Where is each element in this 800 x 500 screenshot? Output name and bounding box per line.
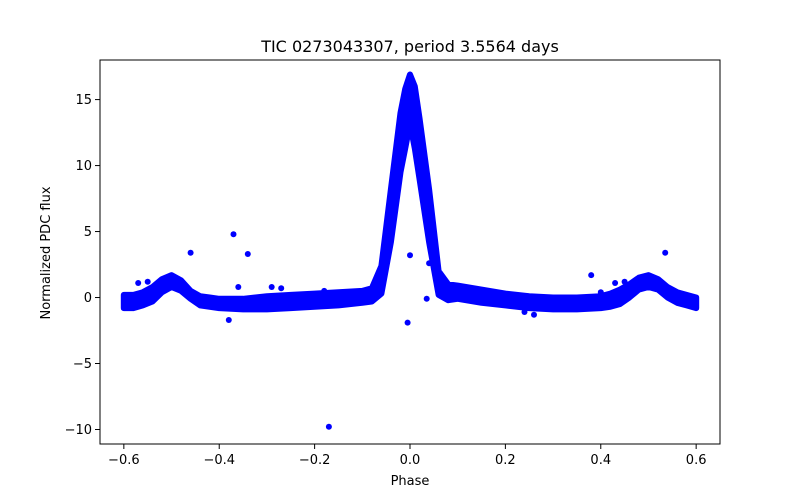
data-point-outlier <box>268 284 275 290</box>
x-tick-label: −0.4 <box>203 453 235 468</box>
y-tick-label: −5 <box>73 357 92 372</box>
y-tick-label: 10 <box>75 159 92 174</box>
y-tick-label: 5 <box>84 225 92 240</box>
data-point-outlier <box>244 251 251 257</box>
data-point-outlier <box>135 280 142 286</box>
y-tick-label: 15 <box>75 93 92 108</box>
data-point-outlier <box>407 252 413 259</box>
data-point-outlier <box>321 287 328 294</box>
x-axis-ticks: −0.6 −0.4 −0.2 0.0 0.2 0.4 0.6 <box>108 444 706 468</box>
y-tick-label: −10 <box>65 423 92 438</box>
data-point-outlier <box>325 423 332 430</box>
data-point-outlier <box>662 249 669 256</box>
light-curve-band <box>120 71 700 313</box>
x-tick-label: 0.6 <box>686 453 707 468</box>
x-tick-label: 0.0 <box>400 453 421 468</box>
data-point-outlier <box>235 284 242 290</box>
data-point-outlier <box>225 317 232 323</box>
y-axis-label: Normalized PDC flux <box>39 186 54 319</box>
data-point-outlier <box>597 289 604 296</box>
x-tick-label: −0.6 <box>108 453 140 468</box>
data-point-outlier <box>621 278 628 285</box>
chart-title: TIC 0273043307, period 3.5564 days <box>260 37 559 56</box>
plot-area <box>120 71 700 430</box>
y-axis-ticks: −10 −5 0 5 10 15 <box>65 93 100 438</box>
x-tick-label: 0.4 <box>590 453 611 468</box>
data-point-outlier <box>187 249 194 256</box>
data-point-outlier <box>144 278 151 285</box>
x-axis-label: Phase <box>391 474 430 489</box>
x-tick-label: 0.2 <box>495 453 516 468</box>
data-point-outlier <box>404 319 411 326</box>
data-point-outlier <box>531 311 537 318</box>
plot-marks <box>120 71 700 430</box>
data-point-outlier <box>588 272 595 279</box>
data-point-outlier <box>423 295 430 302</box>
data-point-outlier <box>521 309 528 315</box>
data-point-outlier <box>278 285 285 292</box>
y-tick-label: 0 <box>84 291 92 306</box>
data-point-outlier <box>426 260 433 267</box>
x-tick-label: −0.2 <box>299 453 331 468</box>
data-point-outlier <box>612 280 619 286</box>
data-point-outlier <box>230 231 237 238</box>
